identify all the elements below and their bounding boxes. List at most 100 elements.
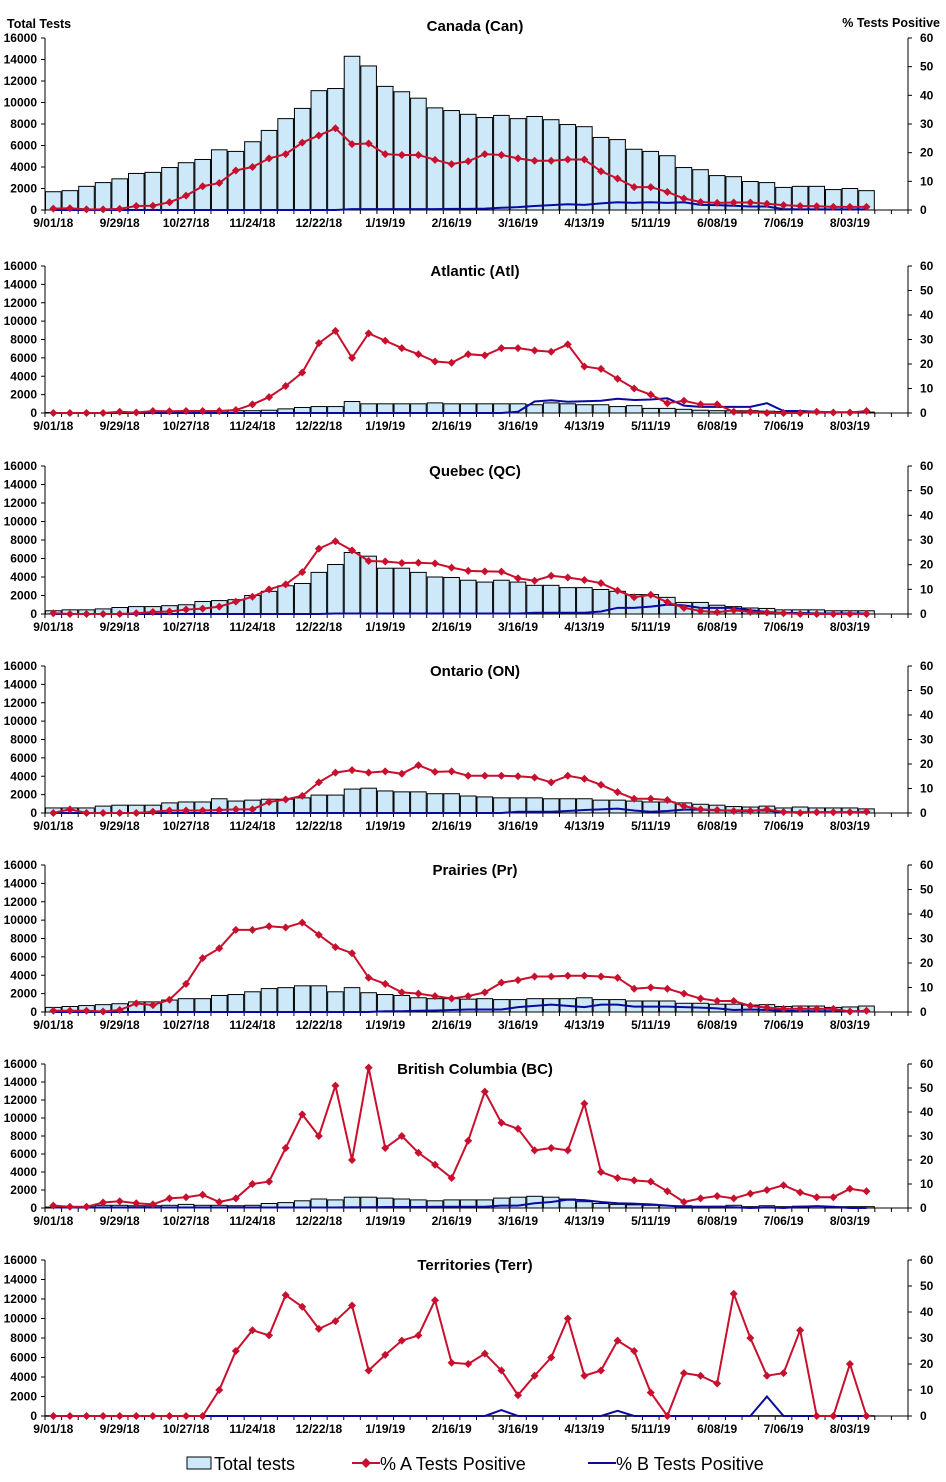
- bar-total-tests: [542, 119, 560, 211]
- left-tick-label: 6000: [10, 1147, 37, 1161]
- left-tick-label: 12000: [4, 1093, 38, 1107]
- x-tick-label: 8/03/19: [830, 1018, 870, 1032]
- right-tick-label: 10: [920, 382, 934, 396]
- bar-total-tests: [343, 551, 361, 615]
- x-tick-label: 3/16/19: [498, 1422, 538, 1436]
- point-a-marker: [148, 1412, 157, 1420]
- bar-total-tests: [542, 402, 560, 414]
- point-a-marker: [779, 201, 788, 210]
- point-a-marker: [215, 1386, 224, 1394]
- point-b: [384, 1010, 386, 1012]
- left-tick-label: 14000: [4, 677, 38, 691]
- bar-total-tests: [360, 403, 377, 414]
- point-a-marker: [845, 610, 854, 618]
- point-a-marker: [829, 202, 838, 211]
- bar-total-tests: [227, 994, 245, 1013]
- point-a-marker: [530, 1146, 539, 1155]
- point-b: [202, 613, 204, 615]
- point-b: [334, 612, 337, 615]
- x-tick-label: 2/16/19: [432, 620, 472, 634]
- point-b: [334, 1415, 337, 1417]
- bar-total-tests: [177, 998, 195, 1013]
- point-b: [235, 1206, 237, 1209]
- point-b: [451, 412, 453, 414]
- point-a-marker: [298, 791, 307, 800]
- point-a-marker: [99, 809, 108, 817]
- point-a-marker: [364, 768, 373, 777]
- point-a-marker: [331, 124, 340, 133]
- bar-total-tests: [609, 799, 626, 814]
- point-b: [434, 612, 436, 615]
- point-b: [816, 1205, 818, 1207]
- point-b: [401, 208, 403, 210]
- point-b: [318, 812, 320, 814]
- point-b: [451, 208, 453, 210]
- right-tick-label: 30: [920, 533, 934, 547]
- bar-total-tests: [426, 402, 444, 414]
- point-a-marker: [746, 1334, 755, 1342]
- series-a-line: [53, 329, 867, 414]
- point-a-marker: [165, 806, 174, 815]
- point-b: [451, 1206, 453, 1208]
- point-a-marker: [796, 809, 805, 817]
- point-b: [168, 1011, 171, 1013]
- bar-total-tests: [509, 581, 527, 615]
- point-a-marker: [198, 182, 207, 191]
- point-b: [434, 208, 436, 210]
- x-tick-label: 11/24/18: [229, 419, 275, 433]
- x-tick-label: 11/24/18: [229, 1422, 275, 1436]
- x-tick-label: 4/13/19: [564, 620, 604, 634]
- point-a-marker: [630, 1347, 639, 1355]
- point-a-marker: [464, 566, 473, 575]
- point-b: [301, 1011, 303, 1013]
- panel-3: Ontario (ON) 0 2000 4000 6000 8000 10000 12000 1…: [4, 659, 934, 833]
- point-a-marker: [497, 344, 506, 353]
- point-a-marker: [49, 1006, 58, 1015]
- point-b: [334, 1011, 337, 1013]
- x-tick-label: 11/24/18: [229, 1214, 275, 1228]
- left-tick-label: 2000: [10, 589, 37, 603]
- x-tick-label: 6/08/19: [697, 419, 737, 433]
- x-tick-label: 8/03/19: [830, 1422, 870, 1436]
- x-tick-label: 1/19/19: [365, 419, 405, 433]
- left-tick-label: 12000: [4, 296, 38, 310]
- point-a-marker: [198, 954, 207, 963]
- bar-total-tests: [310, 571, 328, 615]
- point-b: [401, 1415, 403, 1417]
- point-a-marker: [231, 805, 240, 814]
- bar-total-tests: [393, 91, 411, 211]
- point-b: [484, 207, 486, 210]
- point-a-marker: [563, 771, 572, 780]
- x-tick-label: 6/08/19: [697, 216, 737, 230]
- point-b: [467, 1008, 469, 1011]
- point-a-marker: [812, 202, 821, 211]
- point-a-marker: [148, 608, 157, 617]
- point-b: [500, 612, 502, 615]
- point-a-marker: [530, 576, 539, 585]
- x-tick-label: 6/08/19: [697, 620, 737, 634]
- x-tick-label: 8/03/19: [830, 216, 870, 230]
- point-b: [616, 1202, 619, 1204]
- point-a-marker: [248, 400, 257, 409]
- bar-total-tests: [360, 65, 377, 211]
- point-b: [583, 612, 585, 614]
- point-b: [567, 810, 569, 812]
- point-a-marker: [796, 610, 805, 618]
- bar-total-tests: [459, 579, 477, 615]
- point-b: [832, 1206, 834, 1208]
- point-b: [168, 1206, 171, 1209]
- panel-1: Atlantic (Atl) 0 2000 4000 6000 8000 10000 1200…: [4, 259, 934, 433]
- point-a-marker: [729, 1194, 738, 1203]
- point-a-marker: [845, 202, 854, 211]
- bar-total-tests: [526, 797, 543, 814]
- x-tick-label: 9/01/18: [33, 419, 73, 433]
- point-b: [766, 402, 768, 404]
- bar-total-tests: [327, 991, 344, 1013]
- point-b: [202, 209, 204, 211]
- point-a-marker: [779, 409, 788, 417]
- point-a-marker: [779, 1369, 788, 1378]
- point-a-marker: [713, 1379, 722, 1388]
- x-tick-label: 4/13/19: [564, 1422, 604, 1436]
- left-tick-label: 10000: [4, 714, 38, 728]
